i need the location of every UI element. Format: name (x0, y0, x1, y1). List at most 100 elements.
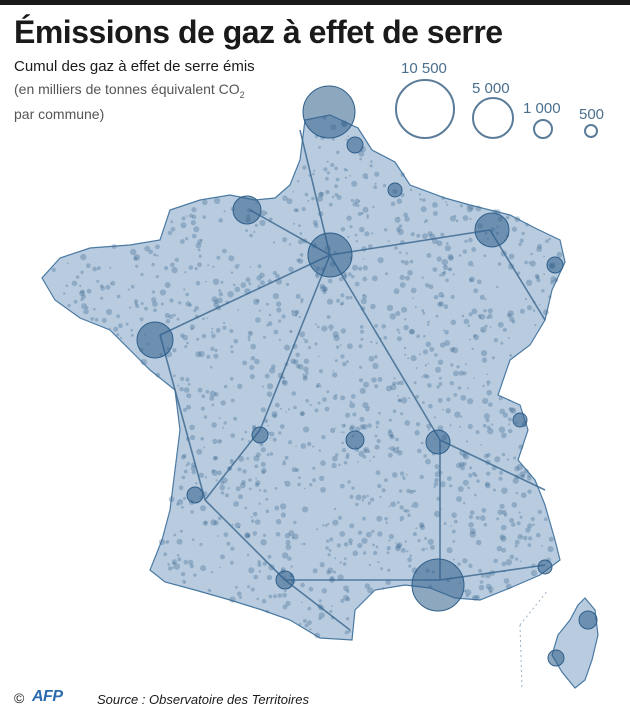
texture-dot (174, 257, 179, 262)
texture-dot (80, 270, 84, 274)
texture-dot (302, 619, 307, 623)
texture-dot (463, 501, 466, 505)
texture-dot (383, 335, 388, 340)
texture-dot (273, 329, 279, 335)
texture-dot (345, 597, 351, 602)
texture-dot (438, 301, 444, 307)
texture-dot (318, 369, 324, 374)
texture-dot (377, 483, 382, 489)
texture-dot (503, 578, 510, 584)
texture-dot (375, 342, 378, 345)
texture-dot (178, 301, 182, 305)
texture-dot (242, 360, 248, 366)
texture-dot (180, 239, 185, 244)
texture-dot (497, 262, 502, 266)
texture-dot (362, 258, 365, 261)
texture-dot (472, 595, 478, 601)
texture-dot (244, 430, 247, 434)
texture-dot (300, 301, 303, 304)
texture-dot (80, 297, 84, 302)
texture-dot (411, 490, 414, 493)
texture-dot (433, 294, 439, 300)
texture-dot (189, 424, 195, 431)
texture-dot (229, 328, 234, 334)
texture-dot (318, 146, 321, 149)
texture-dot (457, 386, 462, 390)
texture-dot (450, 319, 457, 326)
texture-dot (345, 455, 350, 460)
texture-dot (228, 255, 235, 262)
texture-dot (295, 314, 298, 317)
texture-dot (255, 480, 261, 486)
texture-dot (186, 404, 191, 410)
texture-dot (185, 237, 189, 241)
texture-dot (362, 455, 367, 459)
texture-dot (318, 449, 322, 452)
texture-dot (148, 249, 153, 255)
texture-dot (327, 522, 330, 526)
texture-dot (110, 280, 116, 286)
texture-dot (190, 327, 194, 331)
texture-dot (371, 377, 377, 383)
texture-dot (409, 259, 414, 264)
texture-dot (328, 202, 333, 207)
texture-dot (254, 519, 261, 525)
texture-dot (420, 524, 424, 527)
texture-dot (134, 302, 138, 306)
texture-dot (342, 562, 347, 566)
texture-dot (92, 266, 97, 272)
texture-dot (345, 412, 351, 418)
texture-dot (422, 233, 428, 240)
texture-dot (453, 370, 459, 377)
texture-dot (444, 330, 449, 335)
texture-dot (519, 238, 524, 243)
texture-dot (449, 381, 454, 386)
texture-dot (293, 208, 298, 213)
texture-dot (466, 440, 469, 443)
texture-dot (251, 519, 255, 523)
texture-dot (397, 450, 403, 456)
texture-dot (541, 545, 543, 547)
texture-dot (483, 254, 487, 258)
texture-dot (437, 398, 443, 403)
texture-dot (341, 448, 347, 453)
texture-dot (434, 464, 440, 470)
texture-dot (435, 366, 441, 373)
texture-dot (217, 470, 222, 476)
texture-dot (248, 282, 252, 286)
texture-dot (530, 516, 535, 522)
texture-dot (269, 437, 272, 440)
texture-dot (361, 499, 365, 502)
texture-dot (354, 281, 360, 287)
texture-dot (405, 275, 410, 281)
texture-dot (307, 346, 312, 350)
texture-dot (293, 520, 297, 525)
texture-dot (340, 354, 345, 359)
texture-dot (350, 424, 355, 430)
texture-dot (412, 501, 419, 508)
texture-dot (200, 565, 207, 572)
texture-dot (359, 157, 363, 161)
texture-dot (335, 345, 340, 349)
texture-dot (518, 444, 524, 450)
texture-dot (247, 585, 251, 589)
texture-dot (416, 334, 420, 339)
texture-dot (144, 306, 148, 311)
texture-dot (463, 589, 467, 593)
texture-dot (328, 324, 334, 330)
texture-dot (525, 527, 531, 533)
texture-dot (520, 473, 525, 479)
texture-dot (330, 427, 336, 433)
texture-dot (478, 584, 485, 591)
texture-dot (398, 331, 401, 334)
texture-dot (214, 197, 221, 204)
texture-dot (254, 464, 259, 469)
texture-dot (425, 374, 430, 379)
texture-dot (258, 309, 261, 312)
texture-dot (170, 262, 175, 268)
texture-dot (458, 254, 462, 257)
texture-dot (222, 325, 227, 330)
texture-dot (256, 597, 260, 601)
texture-dot (418, 353, 421, 356)
texture-dot (320, 486, 326, 493)
